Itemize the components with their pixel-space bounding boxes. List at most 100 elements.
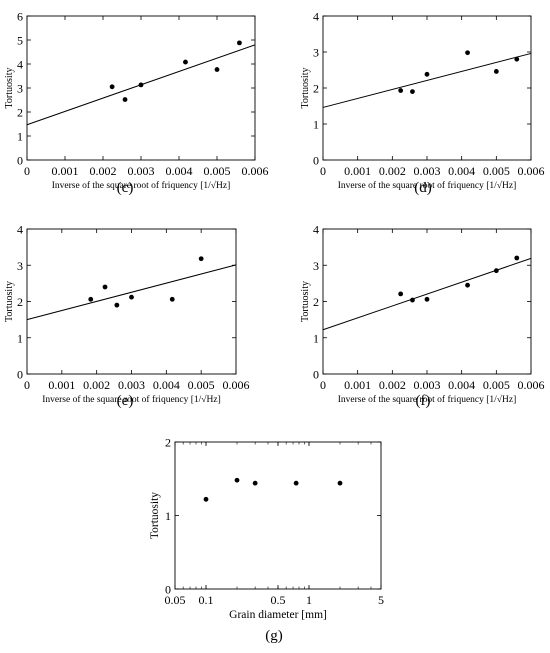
x-tick-label: 0.006 <box>518 164 545 178</box>
x-tick-label: 0.002 <box>90 164 117 178</box>
x-axis-label: Inverse of the square root of friquency … <box>52 180 231 191</box>
data-point <box>493 69 499 74</box>
x-tick-label: 0.003 <box>118 378 145 392</box>
plot-frame <box>26 228 237 375</box>
data-point <box>214 67 220 72</box>
y-tick-label: 4 <box>313 10 319 24</box>
y-tick-label: 2 <box>165 436 171 450</box>
x-tick-label: 0 <box>320 378 326 392</box>
y-tick-label: 3 <box>313 46 319 60</box>
y-tick-label: 4 <box>17 58 23 72</box>
y-tick-label: 0 <box>313 368 319 382</box>
plot-frame <box>26 15 256 161</box>
x-tick-label: 0 <box>24 378 30 392</box>
chart-panel-1: 0 0.001 0.002 0.003 0.004 0.005 0.006 0 1 2 3 4 5 6 In… <box>4 10 269 197</box>
panel-label: (e) <box>117 393 134 409</box>
data-point <box>465 50 470 56</box>
x-axis-label: Inverse of the square root of friquency … <box>42 394 221 405</box>
x-tick-label: 0.001 <box>344 164 371 178</box>
data-point <box>252 480 258 486</box>
data-point <box>465 282 470 288</box>
y-tick-label: 1 <box>165 509 171 523</box>
chart-panel-3: 0 0.001 0.002 0.003 0.004 0.005 0.006 0 1 2 3 4 Inve… <box>4 223 250 410</box>
data-point <box>293 480 299 486</box>
data-point <box>493 268 499 274</box>
data-point <box>514 255 520 261</box>
data-point <box>114 302 120 308</box>
y-tick-label: 3 <box>17 259 23 273</box>
x-tick-label: 0.5 <box>271 593 286 607</box>
x-tick-label: 0 <box>320 164 326 178</box>
x-tick-label: 0.005 <box>204 164 231 178</box>
x-tick-label: 0.002 <box>379 378 406 392</box>
data-point <box>169 296 175 302</box>
y-tick-label: 4 <box>17 223 23 237</box>
y-tick-label: 6 <box>17 10 23 24</box>
y-tick-label: 2 <box>313 82 319 96</box>
data-point <box>398 291 404 297</box>
y-tick-label: 5 <box>17 34 23 48</box>
x-tick-label: 0.002 <box>83 378 110 392</box>
x-tick-label: 0.006 <box>518 378 545 392</box>
x-tick-label: 0.004 <box>448 378 475 392</box>
x-tick-label: 0.003 <box>128 164 155 178</box>
panel-label: (f) <box>416 393 431 409</box>
y-tick-label: 0 <box>17 154 23 168</box>
plot-frame <box>174 441 382 590</box>
data-point <box>88 296 94 302</box>
x-tick-label: 0.003 <box>414 378 441 392</box>
y-axis-label: Tortuosity <box>149 492 161 539</box>
panel-label: (d) <box>414 180 432 196</box>
data-point <box>122 97 128 102</box>
y-axis-label: Tortuosity <box>300 68 311 109</box>
y-tick-label: 0 <box>17 368 23 382</box>
x-tick-label: 0.1 <box>199 593 214 607</box>
x-tick-label: 0.006 <box>242 164 269 178</box>
x-tick-label: 0.001 <box>48 378 75 392</box>
x-tick-label: 0.004 <box>166 164 193 178</box>
panel-label: (c) <box>117 180 134 196</box>
x-axis-label: Inverse of the square root of friquency … <box>338 394 517 405</box>
x-tick-label: 0.001 <box>52 164 79 178</box>
y-tick-label: 1 <box>313 331 319 345</box>
x-tick-label: 0.005 <box>483 378 510 392</box>
data-point <box>129 294 134 300</box>
x-tick-label: 1 <box>306 593 312 607</box>
data-point <box>102 284 108 290</box>
x-tick-label: 0.006 <box>223 378 250 392</box>
data-point <box>398 88 404 93</box>
data-point <box>198 256 204 262</box>
y-tick-label: 1 <box>313 118 319 132</box>
chart-panel-5: 0.05 0.1 0.5 1 5 0 1 2 Grain diameter [mm] Tortuo… <box>149 436 384 645</box>
data-point <box>337 480 343 486</box>
data-point <box>138 82 144 88</box>
y-tick-label: 3 <box>313 259 319 273</box>
x-tick-label: 0.005 <box>188 378 215 392</box>
x-tick-label: 0 <box>24 164 30 178</box>
x-tick-label: 0.003 <box>414 164 441 178</box>
data-point <box>109 84 115 90</box>
x-tick-label: 0.001 <box>344 378 371 392</box>
y-tick-label: 4 <box>313 223 319 237</box>
data-point <box>183 59 188 65</box>
data-point <box>410 297 415 303</box>
data-point <box>237 40 242 46</box>
data-point <box>424 296 430 302</box>
x-tick-label: 0.004 <box>448 164 475 178</box>
x-axis-label: Inverse of the square root of friquency … <box>338 180 517 191</box>
x-axis-label: Grain diameter [mm] <box>229 609 327 621</box>
data-point <box>424 71 430 77</box>
data-point <box>234 477 240 483</box>
data-point <box>410 89 415 94</box>
y-tick-label: 3 <box>17 82 23 96</box>
plot-frame <box>322 15 532 161</box>
x-tick-label: 0.05 <box>165 593 186 607</box>
y-tick-label: 1 <box>17 331 23 345</box>
y-tick-label: 0 <box>313 154 319 168</box>
regression-line <box>26 264 237 321</box>
x-tick-label: 5 <box>378 593 384 607</box>
x-tick-label: 0.002 <box>379 164 406 178</box>
regression-line <box>322 52 532 108</box>
y-tick-label: 2 <box>313 295 319 309</box>
